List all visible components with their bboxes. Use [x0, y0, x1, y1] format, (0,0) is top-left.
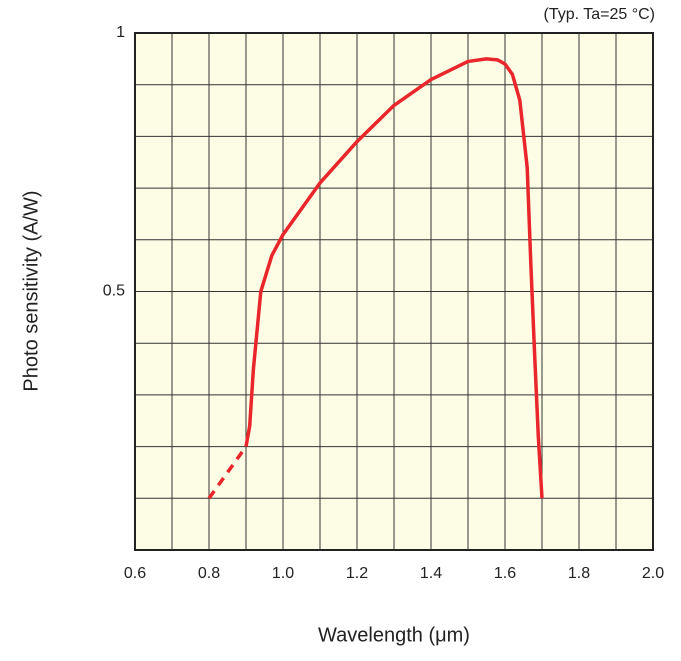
x-axis-label: Wavelength (μm)	[318, 624, 470, 646]
y-tick-label: 0.5	[103, 283, 125, 300]
y-tick-label: 1	[116, 24, 125, 41]
x-tick-label: 0.8	[198, 565, 220, 582]
plot-frame	[134, 32, 654, 551]
x-tick-label: 1.0	[272, 565, 294, 582]
y-axis-label: Photo sensitivity (A/W)	[20, 190, 42, 391]
annotation: (Typ. Ta=25 °C)	[544, 6, 655, 23]
x-tick-label: 0.6	[124, 565, 146, 582]
data-line	[244, 57, 544, 499]
x-tick-label: 1.8	[568, 565, 590, 582]
x-tick-label: 1.4	[420, 565, 442, 582]
x-tick-label: 2.0	[642, 565, 664, 582]
x-tick-label: 1.2	[346, 565, 368, 582]
x-tick-label: 1.6	[494, 565, 516, 582]
data-line	[207, 445, 248, 500]
